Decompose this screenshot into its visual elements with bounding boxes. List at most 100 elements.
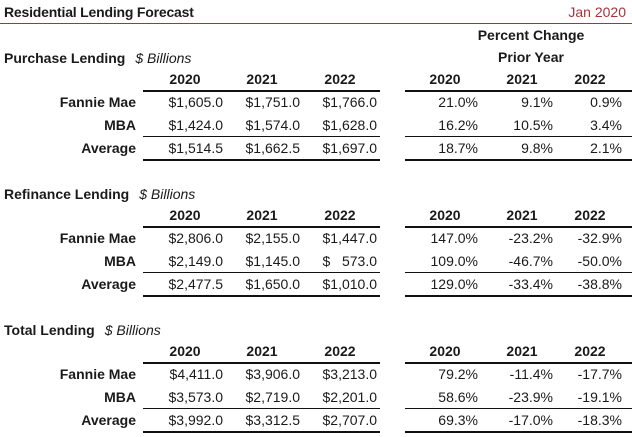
value-cell: $1,010.0 [322,276,378,292]
value-cell: $1,514.5 [168,140,224,156]
value-cell: $3,213.0 [322,366,378,382]
pct-year-header: 2022 [574,207,606,223]
section-name: Refinance Lending [4,186,130,202]
pct-cell: -18.3% [577,412,622,428]
value-cell: $3,906.0 [245,366,301,382]
header-rule [143,226,380,228]
report-date: Jan 2020 [568,4,626,20]
year-header: 2021 [246,71,278,87]
year-header: 2021 [246,207,278,223]
pct-total-rule [405,159,632,161]
row-label: Average [81,412,136,428]
pct-cell: 69.3% [438,412,478,428]
pct-header-rule [405,90,632,92]
pct-cell: 9.8% [521,140,553,156]
section-unit: $ Billions [139,186,196,202]
year-header: 2022 [324,207,356,223]
year-header: 2020 [169,71,201,87]
value-cell: $1,605.0 [168,94,224,110]
pct-cell: -17.7% [577,366,622,382]
pct-subtotal-rule [405,136,632,137]
header-rule [143,362,380,364]
section-name: Purchase Lending [4,50,126,66]
pct-cell: 2.1% [590,140,622,156]
pct-cell: 10.5% [513,117,553,133]
pct-year-header: 2020 [429,71,461,87]
total-rule [143,295,380,297]
year-header: 2020 [169,343,201,359]
value-cell: $1,751.0 [245,94,301,110]
pct-cell: 16.2% [438,117,478,133]
value-cell: $1,650.0 [245,276,301,292]
pct-cell: 3.4% [590,117,622,133]
pct-year-header: 2021 [506,207,538,223]
subtotal-rule [143,136,380,137]
row-label: Fannie Mae [59,230,136,246]
value-cell: $1,628.0 [322,117,378,133]
pct-cell: -17.0% [508,412,553,428]
year-header: 2022 [324,71,356,87]
value-cell: $2,477.5 [168,276,224,292]
value-cell: $3,312.5 [245,412,301,428]
pct-year-header: 2022 [574,343,606,359]
value-cell: $1,424.0 [168,117,224,133]
pct-cell: 18.7% [438,140,478,156]
value-cell: $1,766.0 [322,94,378,110]
subtotal-rule [143,272,380,273]
section-title: Refinance Lending $ Billions [4,186,195,202]
pct-header-rule [405,362,632,364]
pct-total-rule [405,431,632,433]
pct-cell: -38.8% [577,276,622,292]
value-cell: $2,806.0 [168,230,224,246]
pct-year-header: 2021 [506,343,538,359]
value-cell: $3,992.0 [168,412,224,428]
title-bar: Residential Lending Forecast Jan 2020 [0,0,632,24]
pct-year-header: 2022 [574,71,606,87]
pct-cell: 0.9% [590,94,622,110]
year-header: 2022 [324,343,356,359]
value-cell: $1,662.5 [245,140,301,156]
row-label: Fannie Mae [59,366,136,382]
value-cell: $ 573.0 [322,253,378,269]
section-name: Total Lending [4,322,95,338]
page-title: Residential Lending Forecast [4,4,194,20]
section-unit: $ Billions [104,322,161,338]
pct-total-rule [405,295,632,297]
section-title: Purchase Lending $ Billions [4,50,191,66]
total-rule [143,431,380,433]
pct-cell: -11.4% [509,366,553,382]
header-rule [143,90,380,92]
section-title: Total Lending $ Billions [4,322,161,338]
pct-cell: -50.0% [577,253,622,269]
pct-cell: 58.6% [438,389,478,405]
value-cell: $1,145.0 [245,253,301,269]
row-label: Average [81,276,136,292]
subtotal-rule [143,408,380,409]
pct-cell: 147.0% [430,230,478,246]
row-label: Average [81,140,136,156]
pct-cell: -23.2% [508,230,553,246]
total-rule [143,159,380,161]
value-cell: $2,155.0 [245,230,301,246]
prior-year-heading: Prior Year [498,49,564,65]
pct-cell: -33.4% [508,276,553,292]
percent-change-heading: Percent Change [477,27,585,43]
pct-cell: 9.1% [521,94,553,110]
pct-subtotal-rule [405,272,632,273]
pct-cell: -32.9% [577,230,622,246]
pct-cell: 79.2% [438,366,478,382]
year-header: 2021 [246,343,278,359]
pct-cell: -23.9% [508,389,553,405]
value-cell: $2,719.0 [245,389,301,405]
pct-cell: -19.1% [577,389,622,405]
pct-header-rule [405,226,632,228]
value-cell: $2,707.0 [322,412,378,428]
pct-cell: -46.7% [508,253,553,269]
pct-year-header: 2020 [429,207,461,223]
value-cell: $3,573.0 [168,389,224,405]
value-cell: $1,574.0 [245,117,301,133]
row-label: MBA [104,389,136,405]
value-cell: $1,697.0 [322,140,378,156]
value-cell: $2,149.0 [168,253,224,269]
pct-cell: 21.0% [438,94,478,110]
